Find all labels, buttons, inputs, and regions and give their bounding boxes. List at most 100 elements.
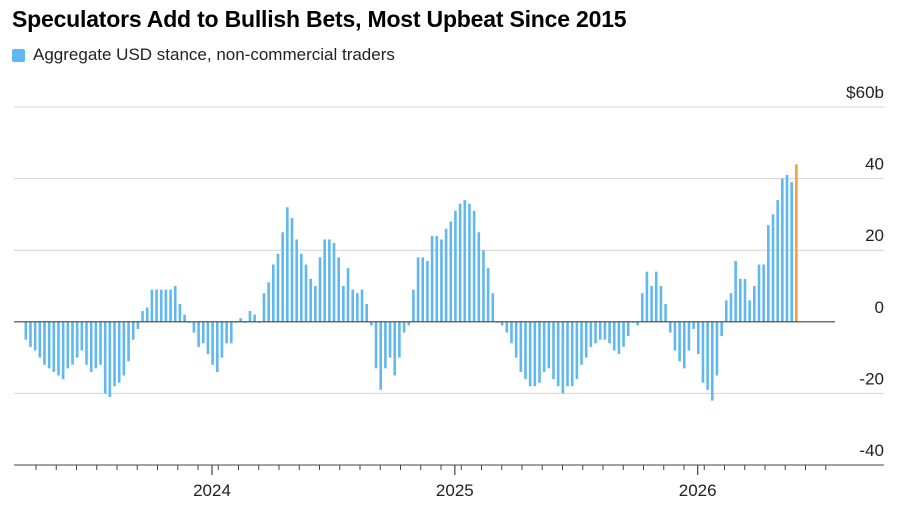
bar <box>725 300 728 322</box>
bar <box>379 321 383 390</box>
bar <box>215 321 219 372</box>
bar <box>743 278 747 322</box>
bar <box>426 260 429 322</box>
bar <box>239 318 242 322</box>
bar <box>328 239 331 322</box>
bar <box>542 321 546 372</box>
bar <box>701 321 705 383</box>
bar <box>113 321 116 387</box>
bar <box>117 321 121 383</box>
bar <box>183 314 186 322</box>
bar <box>570 321 574 387</box>
bar <box>141 311 144 322</box>
legend: Aggregate USD stance, non-commercial tra… <box>12 45 395 65</box>
bar <box>80 321 84 351</box>
bar <box>552 321 555 380</box>
bar <box>636 321 639 326</box>
bar <box>500 321 504 326</box>
bar <box>192 321 196 333</box>
bar <box>561 321 565 394</box>
bar <box>229 321 233 344</box>
bar <box>75 321 79 358</box>
bar <box>122 321 126 376</box>
bar <box>365 303 369 322</box>
bar <box>290 217 294 322</box>
bar <box>753 286 756 322</box>
bar <box>710 321 714 401</box>
bar <box>421 257 425 322</box>
bar <box>286 207 289 322</box>
bar <box>673 321 677 351</box>
bar <box>332 243 336 322</box>
legend-swatch <box>12 48 25 62</box>
bar <box>309 278 312 322</box>
bar <box>589 321 593 347</box>
y-tick-label: -40 <box>859 441 884 460</box>
bar <box>85 321 88 365</box>
bar <box>687 321 691 351</box>
bar <box>734 260 737 322</box>
bar <box>678 321 681 362</box>
bar <box>729 293 733 322</box>
bar <box>645 271 649 322</box>
bar <box>262 293 266 322</box>
bar <box>201 321 205 344</box>
bar <box>57 321 60 376</box>
bar <box>300 253 303 322</box>
bar <box>444 228 448 322</box>
bar <box>225 321 228 344</box>
bar <box>762 264 765 322</box>
bar <box>575 321 579 380</box>
x-tick-label: 2024 <box>193 481 231 500</box>
bar <box>248 311 252 322</box>
bar <box>468 203 471 322</box>
bar <box>640 293 644 322</box>
bar <box>108 321 112 397</box>
bar <box>664 303 667 322</box>
bar <box>776 200 779 322</box>
bar <box>668 321 672 333</box>
bar <box>33 321 37 351</box>
bar <box>454 210 457 322</box>
bar <box>594 321 597 344</box>
bar <box>505 321 509 333</box>
bar <box>533 321 537 387</box>
bar <box>99 321 102 365</box>
bar <box>360 289 364 322</box>
bar <box>29 321 32 347</box>
bar <box>524 321 527 380</box>
bar <box>659 286 663 322</box>
bar <box>692 321 695 329</box>
bar <box>407 321 411 326</box>
bar <box>430 235 434 322</box>
bar <box>771 214 775 322</box>
bar <box>220 321 224 358</box>
bar <box>449 221 453 322</box>
bar <box>346 268 350 322</box>
bar <box>178 303 182 322</box>
bar <box>164 289 168 322</box>
bar <box>463 200 467 322</box>
bar <box>374 321 378 369</box>
bar <box>547 321 551 369</box>
bar <box>514 321 518 358</box>
bar <box>197 321 200 347</box>
bar <box>393 321 397 376</box>
bar <box>580 321 583 365</box>
legend-label: Aggregate USD stance, non-commercial tra… <box>33 45 395 64</box>
bar <box>103 321 107 394</box>
bar <box>43 321 46 365</box>
bar <box>388 321 392 358</box>
bar <box>603 321 607 340</box>
bar <box>598 321 602 340</box>
bar <box>351 289 354 322</box>
bar <box>435 235 439 322</box>
bar <box>24 321 28 340</box>
bar <box>720 321 723 337</box>
bar <box>748 300 751 322</box>
bar <box>94 321 98 369</box>
bar <box>696 321 700 355</box>
bar <box>276 253 280 322</box>
bar <box>528 321 532 387</box>
